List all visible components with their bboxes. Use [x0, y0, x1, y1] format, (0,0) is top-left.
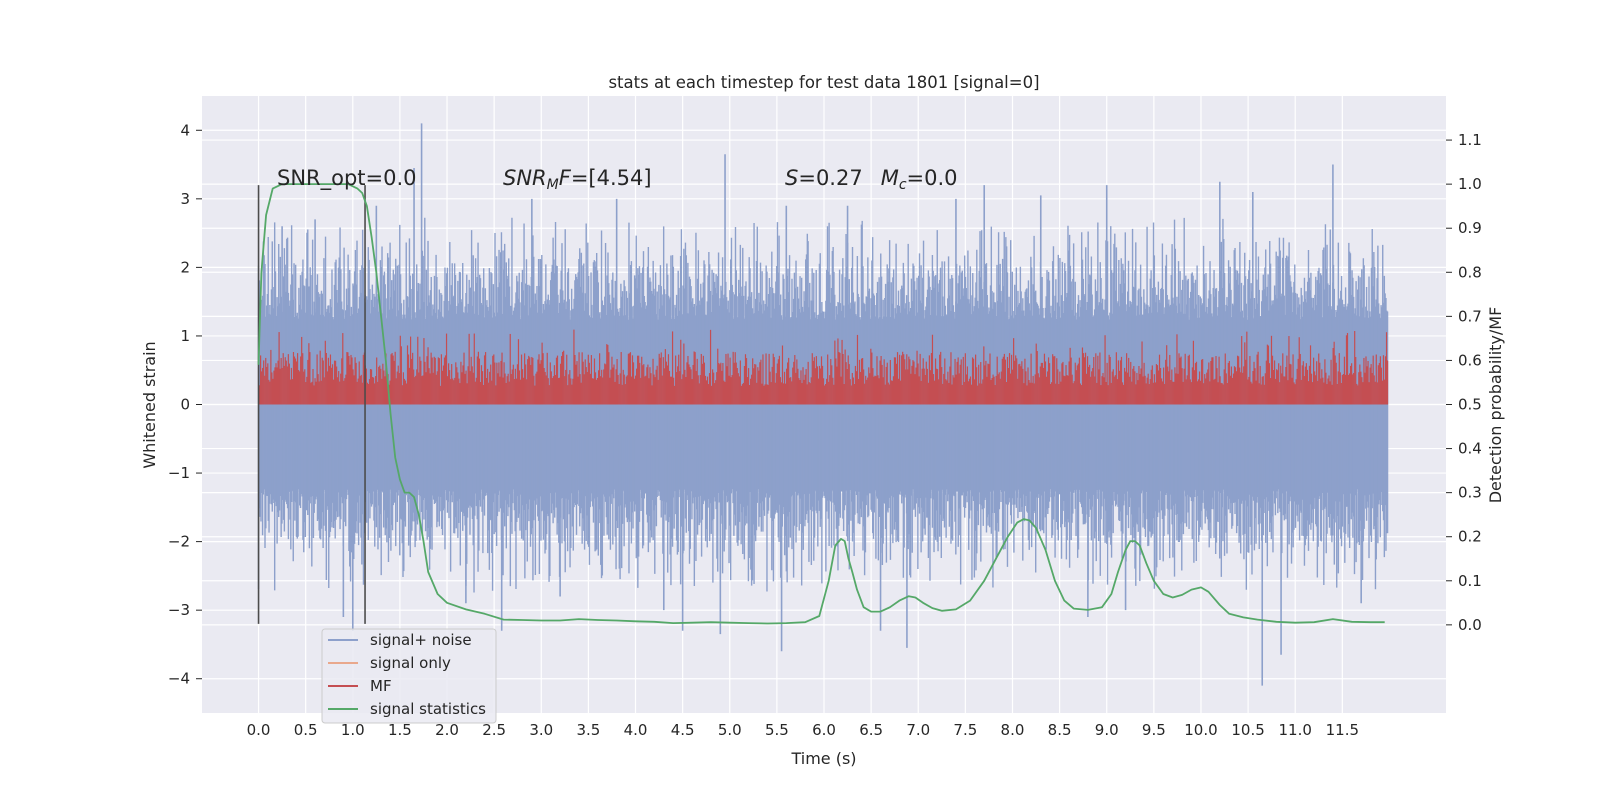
- legend-item-signal-statistics: signal statistics: [328, 700, 486, 718]
- annotation-s-mc: S=0.27 Mc=0.0: [785, 166, 958, 193]
- y-right-tick-label: 0.6: [1458, 351, 1482, 369]
- legend: signal+ noise signal only MF signal stat…: [321, 628, 497, 724]
- y-right-tick-label: 0.4: [1458, 440, 1482, 458]
- annotation-snr-mf-italic2: F: [559, 166, 572, 190]
- y-left-tick-label: 4: [180, 121, 190, 139]
- y-left-tick-label: 2: [180, 258, 190, 276]
- legend-label-signal-plus-noise: signal+ noise: [370, 631, 472, 649]
- x-tick-label: 4.0: [624, 721, 648, 739]
- x-tick-label: 11.5: [1326, 721, 1359, 739]
- annotation-mc-value: =0.0: [907, 166, 958, 190]
- x-tick-label: 10.0: [1184, 721, 1217, 739]
- x-tick-label: 6.0: [812, 721, 836, 739]
- annotation-snr-mf-value: =[4.54]: [571, 166, 652, 190]
- y-right-tick-label: 0.5: [1458, 396, 1482, 414]
- series-signal-statistics: [257, 183, 1385, 625]
- x-tick-label: 7.5: [953, 721, 977, 739]
- x-tick-label: 8.5: [1048, 721, 1072, 739]
- x-tick-label: 10.5: [1231, 721, 1264, 739]
- x-tick-label: 7.0: [906, 721, 930, 739]
- x-tick-label: 0.5: [294, 721, 318, 739]
- signal-statistics-line: [257, 183, 1385, 625]
- y-left-tick-label: −3: [168, 601, 190, 619]
- annotation-mc-label: M: [881, 166, 899, 190]
- window-markers: [257, 185, 366, 624]
- y-left-tick-label: 0: [180, 396, 190, 414]
- x-tick-label: 6.5: [859, 721, 883, 739]
- x-tick-label: 3.5: [576, 721, 600, 739]
- y-right-tick-label: 0.1: [1458, 572, 1482, 590]
- x-tick-label: 9.0: [1095, 721, 1119, 739]
- tick-labels: 0.0 0.5 1.0 1.5 2.0 2.5 3.0 3.5 4.0 4.5 5.0 5.5 6.0 6…: [168, 121, 1482, 739]
- legend-label-mf: MF: [370, 677, 392, 695]
- y-right-tick-label: 0.2: [1458, 528, 1482, 546]
- y-right-tick-label: 1.0: [1458, 175, 1482, 193]
- y-left-tick-label: 1: [180, 327, 190, 345]
- legend-item-signal-plus-noise: signal+ noise: [328, 631, 472, 649]
- y-axis-left-label: Whitened strain: [140, 341, 159, 468]
- x-tick-label: 8.0: [1001, 721, 1025, 739]
- x-tick-label: 0.0: [247, 721, 271, 739]
- series-mf: [257, 329, 1389, 405]
- x-tick-label: 5.5: [765, 721, 789, 739]
- legend-box: [321, 628, 497, 724]
- annotation-s-value: =0.27: [798, 166, 862, 190]
- y-left-tick-label: −4: [168, 670, 190, 688]
- x-tick-label: 2.0: [435, 721, 459, 739]
- annotation-s-label: S: [785, 166, 798, 190]
- legend-item-mf: MF: [328, 677, 392, 695]
- legend-label-signal-statistics: signal statistics: [370, 700, 486, 718]
- y-axis-right-label: Detection probability/MF: [1486, 307, 1505, 504]
- annotation-snr-mf-sub: M: [547, 177, 559, 193]
- x-tick-label: 11.0: [1279, 721, 1312, 739]
- annotation-snr-mf-italic: SNR: [503, 166, 547, 190]
- y-right-tick-label: 0.7: [1458, 307, 1482, 325]
- x-axis-label: Time (s): [790, 749, 856, 768]
- y-right-tick-label: 1.1: [1458, 131, 1482, 149]
- x-tick-label: 1.0: [341, 721, 365, 739]
- y-right-tick-label: 0.3: [1458, 484, 1482, 502]
- x-tick-label: 2.5: [482, 721, 506, 739]
- y-left-tick-label: −1: [168, 464, 190, 482]
- x-tick-label: 4.5: [671, 721, 695, 739]
- y-right-tick-label: 0.0: [1458, 616, 1482, 634]
- x-tick-label: 9.5: [1142, 721, 1166, 739]
- annotation-mc-sub: c: [899, 177, 907, 193]
- chart-title: stats at each timestep for test data 180…: [608, 73, 1039, 92]
- x-tick-label: 5.0: [718, 721, 742, 739]
- legend-item-signal-only: signal only: [328, 654, 451, 672]
- y-right-tick-label: 0.9: [1458, 219, 1482, 237]
- annotation-snr-mf: SNRMF=[4.54]: [503, 166, 652, 193]
- x-tick-label: 3.0: [529, 721, 553, 739]
- y-right-tick-label: 0.8: [1458, 263, 1482, 281]
- y-left-tick-label: −2: [168, 533, 190, 551]
- legend-label-signal-only: signal only: [370, 654, 451, 672]
- y-left-tick-label: 3: [180, 190, 190, 208]
- annotation-snr-opt: SNR_opt=0.0: [277, 166, 417, 191]
- x-tick-label: 1.5: [388, 721, 412, 739]
